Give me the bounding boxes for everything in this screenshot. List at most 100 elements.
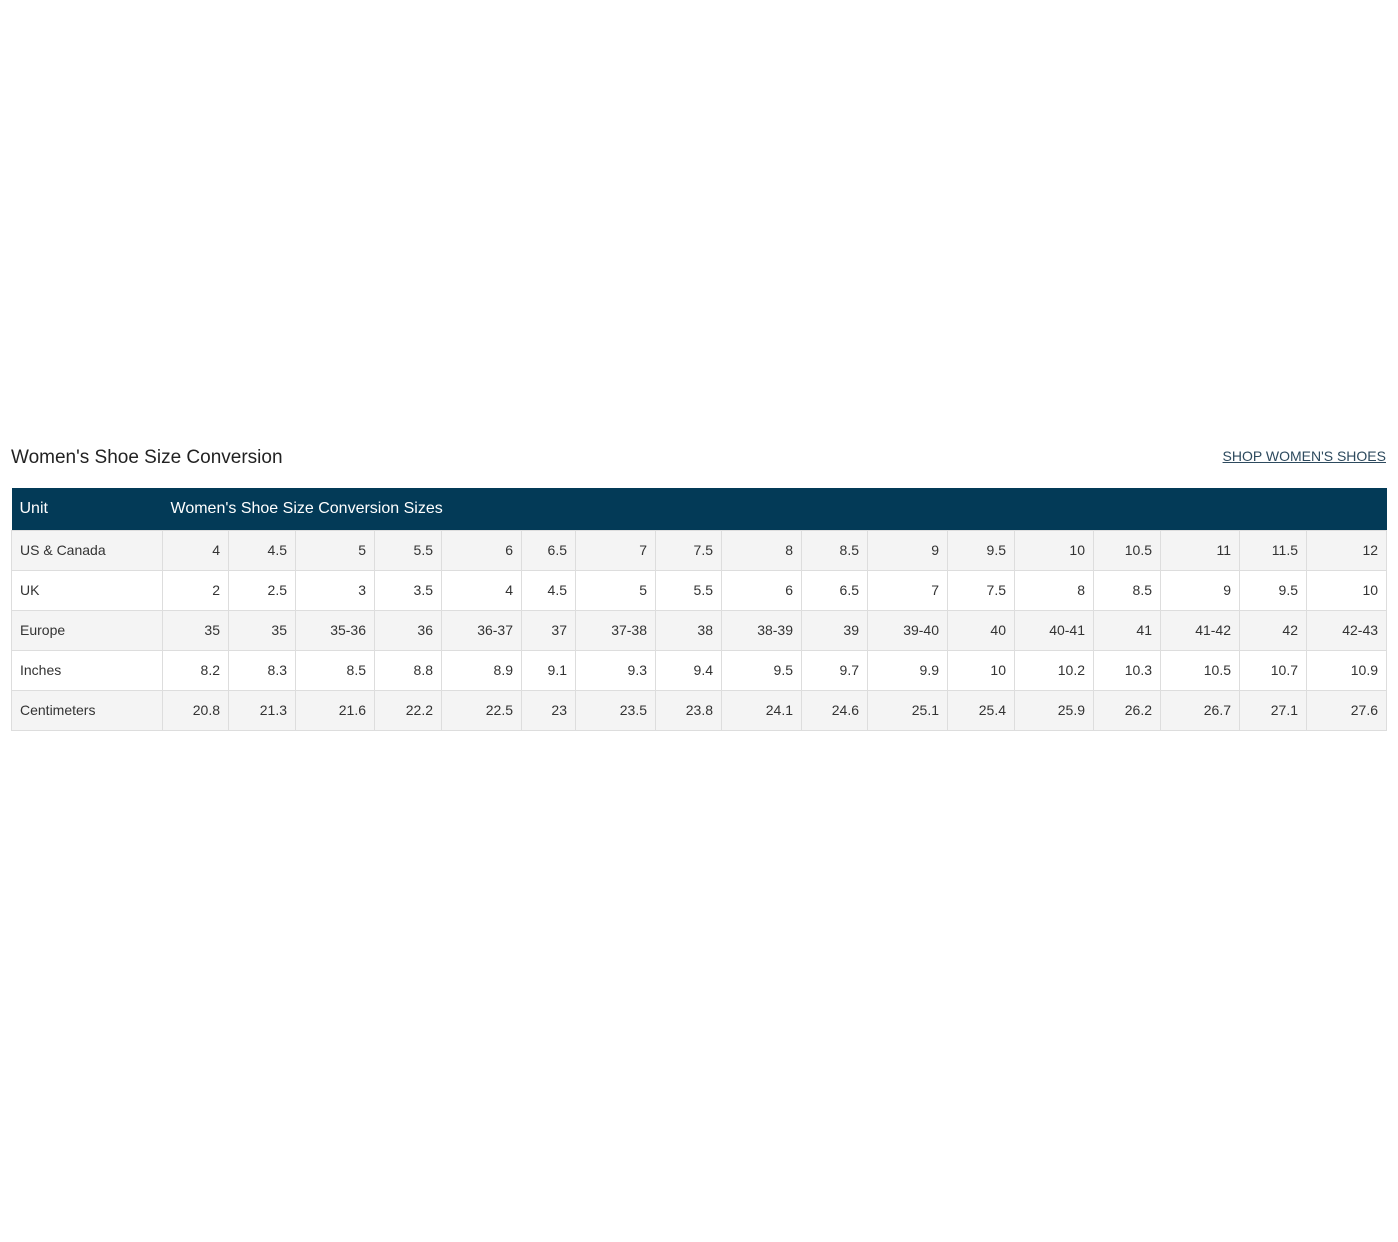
size-cell: 4.5 bbox=[228, 529, 296, 571]
size-cell: 8 bbox=[1014, 569, 1094, 611]
size-cell: 10 bbox=[1305, 569, 1388, 611]
header-cell: Women's Shoe Size Conversion Sizes bbox=[162, 488, 1387, 530]
size-cell: 9.5 bbox=[721, 649, 802, 691]
size-cell: 8.2 bbox=[162, 649, 229, 691]
size-cell: 25.1 bbox=[867, 689, 948, 731]
size-cell: 38-39 bbox=[721, 609, 802, 651]
size-cell: 5.5 bbox=[374, 529, 442, 571]
size-cell: 10.2 bbox=[1014, 649, 1094, 691]
size-cell: 7.5 bbox=[947, 569, 1015, 611]
size-cell: 26.7 bbox=[1160, 689, 1240, 731]
size-cell: 6.5 bbox=[521, 529, 576, 571]
size-cell: 36-37 bbox=[441, 609, 522, 651]
size-cell: 37 bbox=[521, 609, 576, 651]
size-cell: 9.5 bbox=[947, 529, 1015, 571]
row-label: Europe bbox=[11, 609, 163, 651]
size-cell: 8.8 bbox=[374, 649, 442, 691]
size-cell: 21.3 bbox=[228, 689, 296, 731]
row-label: US & Canada bbox=[11, 529, 163, 571]
size-cell: 11.5 bbox=[1239, 529, 1307, 571]
size-cell: 9.3 bbox=[575, 649, 656, 691]
size-cell: 39 bbox=[801, 609, 868, 651]
size-cell: 5.5 bbox=[655, 569, 722, 611]
size-cell: 9.5 bbox=[1239, 569, 1307, 611]
size-cell: 41-42 bbox=[1160, 609, 1240, 651]
row-label: Inches bbox=[11, 649, 163, 691]
size-cell: 42 bbox=[1239, 609, 1307, 651]
size-cell: 36 bbox=[374, 609, 442, 651]
size-cell: 3.5 bbox=[374, 569, 442, 611]
size-cell: 2.5 bbox=[228, 569, 296, 611]
size-cell: 10.7 bbox=[1239, 649, 1307, 691]
size-cell: 42-43 bbox=[1305, 609, 1388, 651]
size-cell: 8 bbox=[721, 529, 802, 571]
size-cell: 7 bbox=[867, 569, 948, 611]
size-table: Unit Women's Shoe Size Conversion Sizes U… bbox=[11, 488, 1388, 731]
table-row: UK 2 2.5 3 3.5 4 4.5 5 5.5 6 6.5 7 7.5 8 8.5 9 9.5 10 bbox=[11, 569, 1388, 611]
size-cell: 40-41 bbox=[1014, 609, 1094, 651]
size-cell: 9.9 bbox=[867, 649, 948, 691]
size-cell: 40 bbox=[947, 609, 1015, 651]
size-cell: 9 bbox=[1160, 569, 1240, 611]
size-cell: 25.4 bbox=[947, 689, 1015, 731]
size-cell: 9.7 bbox=[801, 649, 868, 691]
size-cell: 25.9 bbox=[1014, 689, 1094, 731]
size-cell: 27.6 bbox=[1305, 689, 1388, 731]
size-cell: 10 bbox=[947, 649, 1015, 691]
size-cell: 10.9 bbox=[1305, 649, 1388, 691]
size-cell: 8.5 bbox=[801, 529, 868, 571]
shop-link[interactable]: SHOP WOMEN'S SHOES bbox=[1222, 448, 1386, 464]
size-cell: 35 bbox=[228, 609, 296, 651]
size-cell: 5 bbox=[575, 569, 656, 611]
size-cell: 37-38 bbox=[575, 609, 656, 651]
header-row: Unit Women's Shoe Size Conversion Sizes bbox=[11, 488, 1387, 530]
size-cell: 38 bbox=[655, 609, 722, 651]
size-cell: 21.6 bbox=[295, 689, 375, 731]
table-row: Centimeters 20.8 21.3 21.6 22.2 22.5 23 23.5 23.… bbox=[11, 689, 1388, 731]
size-cell: 41 bbox=[1093, 609, 1161, 651]
row-label: Centimeters bbox=[11, 689, 163, 731]
size-cell: 24.1 bbox=[721, 689, 802, 731]
table-row: Europe 35 35 35-36 36 36-37 37 37-38 38 38-39 39 39… bbox=[11, 609, 1388, 651]
size-cell: 24.6 bbox=[801, 689, 868, 731]
size-cell: 4 bbox=[441, 569, 522, 611]
header-cell: Unit bbox=[11, 488, 163, 530]
size-cell: 39-40 bbox=[867, 609, 948, 651]
table-head: Unit Women's Shoe Size Conversion Sizes bbox=[11, 488, 1387, 530]
size-cell: 20.8 bbox=[162, 689, 229, 731]
size-cell: 6.5 bbox=[801, 569, 868, 611]
size-cell: 22.5 bbox=[441, 689, 522, 731]
size-cell: 10 bbox=[1014, 529, 1094, 571]
title: Women's Shoe Size Conversion bbox=[11, 447, 283, 468]
size-cell: 5 bbox=[295, 529, 375, 571]
table-row: US & Canada 4 4.5 5 5.5 6 6.5 7 7.5 8 8.5 9 9.5 10 10.… bbox=[11, 529, 1388, 571]
row-label: UK bbox=[11, 569, 163, 611]
size-cell: 23.5 bbox=[575, 689, 656, 731]
size-cell: 8.3 bbox=[228, 649, 296, 691]
size-cell: 23 bbox=[521, 689, 576, 731]
size-cell: 12 bbox=[1305, 529, 1388, 571]
size-cell: 35-36 bbox=[295, 609, 375, 651]
table-row: Inches 8.2 8.3 8.5 8.8 8.9 9.1 9.3 9.4 9.5 9.7 9.9 1… bbox=[11, 649, 1388, 691]
size-cell: 23.8 bbox=[655, 689, 722, 731]
size-cell: 9 bbox=[867, 529, 948, 571]
size-cell: 3 bbox=[295, 569, 375, 611]
size-cell: 8.5 bbox=[1093, 569, 1161, 611]
table-body: US & Canada 4 4.5 5 5.5 6 6.5 7 7.5 8 8.5 9 9.5 10 10.… bbox=[11, 529, 1388, 731]
size-cell: 10.5 bbox=[1093, 529, 1161, 571]
size-cell: 26.2 bbox=[1093, 689, 1161, 731]
size-cell: 7 bbox=[575, 529, 656, 571]
size-cell: 27.1 bbox=[1239, 689, 1307, 731]
size-cell: 11 bbox=[1160, 529, 1240, 571]
size-cell: 9.1 bbox=[521, 649, 576, 691]
size-cell: 9.4 bbox=[655, 649, 722, 691]
size-cell: 6 bbox=[721, 569, 802, 611]
size-cell: 4 bbox=[162, 529, 229, 571]
size-cell: 35 bbox=[162, 609, 229, 651]
size-cell: 8.9 bbox=[441, 649, 522, 691]
size-cell: 4.5 bbox=[521, 569, 576, 611]
size-cell: 8.5 bbox=[295, 649, 375, 691]
size-cell: 10.3 bbox=[1093, 649, 1161, 691]
size-cell: 7.5 bbox=[655, 529, 722, 571]
size-cell: 6 bbox=[441, 529, 522, 571]
